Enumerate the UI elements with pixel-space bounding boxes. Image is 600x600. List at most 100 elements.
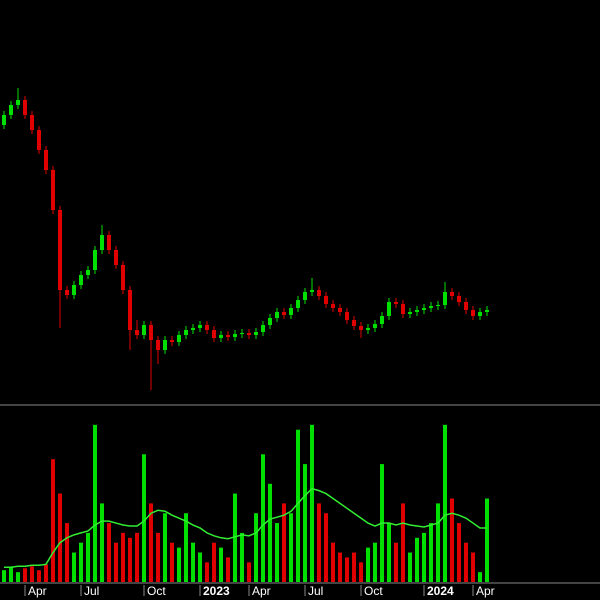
candle-body [296, 300, 300, 308]
volume-bar [170, 542, 174, 582]
volume-bar [142, 454, 146, 582]
x-tick-label: Jul [84, 584, 99, 598]
volume-bar [93, 424, 97, 582]
candle-body [177, 335, 181, 342]
volume-bar [471, 552, 475, 582]
volume-bar [387, 523, 391, 582]
candle-body [324, 296, 328, 304]
volume-bar [275, 523, 279, 582]
x-tick-label: Jul [308, 584, 323, 598]
volume-bar [79, 542, 83, 582]
candle-body [464, 302, 468, 310]
candle-body [303, 292, 307, 300]
volume-bar [429, 523, 433, 582]
volume-bar [485, 498, 489, 582]
candle-body [205, 325, 209, 330]
candle-body [338, 308, 342, 312]
volume-bar [65, 523, 69, 582]
candle-body [478, 312, 482, 316]
candle-body [37, 130, 41, 150]
candle-body [240, 333, 244, 334]
candle-body [51, 170, 55, 210]
volume-bar [415, 537, 419, 582]
volume-bar [2, 570, 6, 582]
candle-body [142, 325, 146, 335]
candle-body [275, 312, 279, 318]
candle-body [429, 306, 433, 308]
candle-body [380, 316, 384, 324]
candle-body [100, 235, 104, 250]
volume-bar [268, 483, 272, 582]
volume-bar [156, 532, 160, 582]
candle-body [352, 320, 356, 326]
volume-bar [345, 557, 349, 582]
candle-body [128, 290, 132, 330]
volume-bar [296, 429, 300, 582]
volume-bar [247, 562, 251, 582]
volume-bar [310, 424, 314, 582]
candle-body [170, 340, 174, 342]
x-tick-label: 2023 [203, 584, 230, 598]
volume-bar [478, 572, 482, 582]
candle-body [107, 235, 111, 250]
candle-body [394, 302, 398, 304]
candle-body [9, 105, 13, 115]
volume-bar [205, 562, 209, 582]
volume-bar [114, 542, 118, 582]
volume-bar [184, 513, 188, 582]
candle-body [359, 326, 363, 330]
candle-body [282, 312, 286, 315]
x-tick-label: 2024 [427, 584, 454, 598]
volume-bar [58, 493, 62, 582]
volume-bar [338, 552, 342, 582]
volume-bar [86, 532, 90, 582]
volume-bar [51, 459, 55, 582]
volume-bar [163, 513, 167, 582]
volume-bar [240, 532, 244, 582]
candle-body [408, 312, 412, 314]
candle-body [317, 290, 321, 296]
x-tick-label: Apr [252, 584, 271, 598]
candle-body [23, 100, 27, 115]
volume-bar [303, 464, 307, 582]
candle-body [373, 324, 377, 328]
candle-body [415, 310, 419, 312]
x-tick-label: Oct [364, 584, 383, 598]
x-tick-label: Apr [28, 584, 47, 598]
volume-bar [331, 542, 335, 582]
volume-bar [422, 532, 426, 582]
candle-body [72, 285, 76, 295]
volume-bar [289, 513, 293, 582]
volume-bar [128, 537, 132, 582]
volume-bar [366, 547, 370, 582]
volume-bar [254, 513, 258, 582]
volume-bar [100, 503, 104, 582]
candle-body [233, 334, 237, 337]
candle-body [485, 310, 489, 312]
volume-bar [261, 454, 265, 582]
volume-bar [324, 513, 328, 582]
candle-body [156, 340, 160, 350]
volume-bar [135, 532, 139, 582]
candle-body [331, 304, 335, 308]
volume-bar [212, 542, 216, 582]
volume-bar [72, 552, 76, 582]
candle-body [184, 330, 188, 335]
volume-bar [219, 547, 223, 582]
candle-body [268, 318, 272, 325]
candle-body [86, 270, 90, 275]
volume-bar [9, 567, 13, 582]
volume-bar [359, 562, 363, 582]
volume-bar [401, 503, 405, 582]
volume-bar [394, 542, 398, 582]
candle-body [387, 302, 391, 316]
volume-bar [149, 503, 153, 582]
candle-body [163, 340, 167, 350]
candle-body [219, 335, 223, 338]
candle-body [44, 150, 48, 170]
candle-body [289, 308, 293, 315]
volume-bar [464, 542, 468, 582]
candle-body [212, 330, 216, 338]
candle-body [2, 115, 6, 125]
